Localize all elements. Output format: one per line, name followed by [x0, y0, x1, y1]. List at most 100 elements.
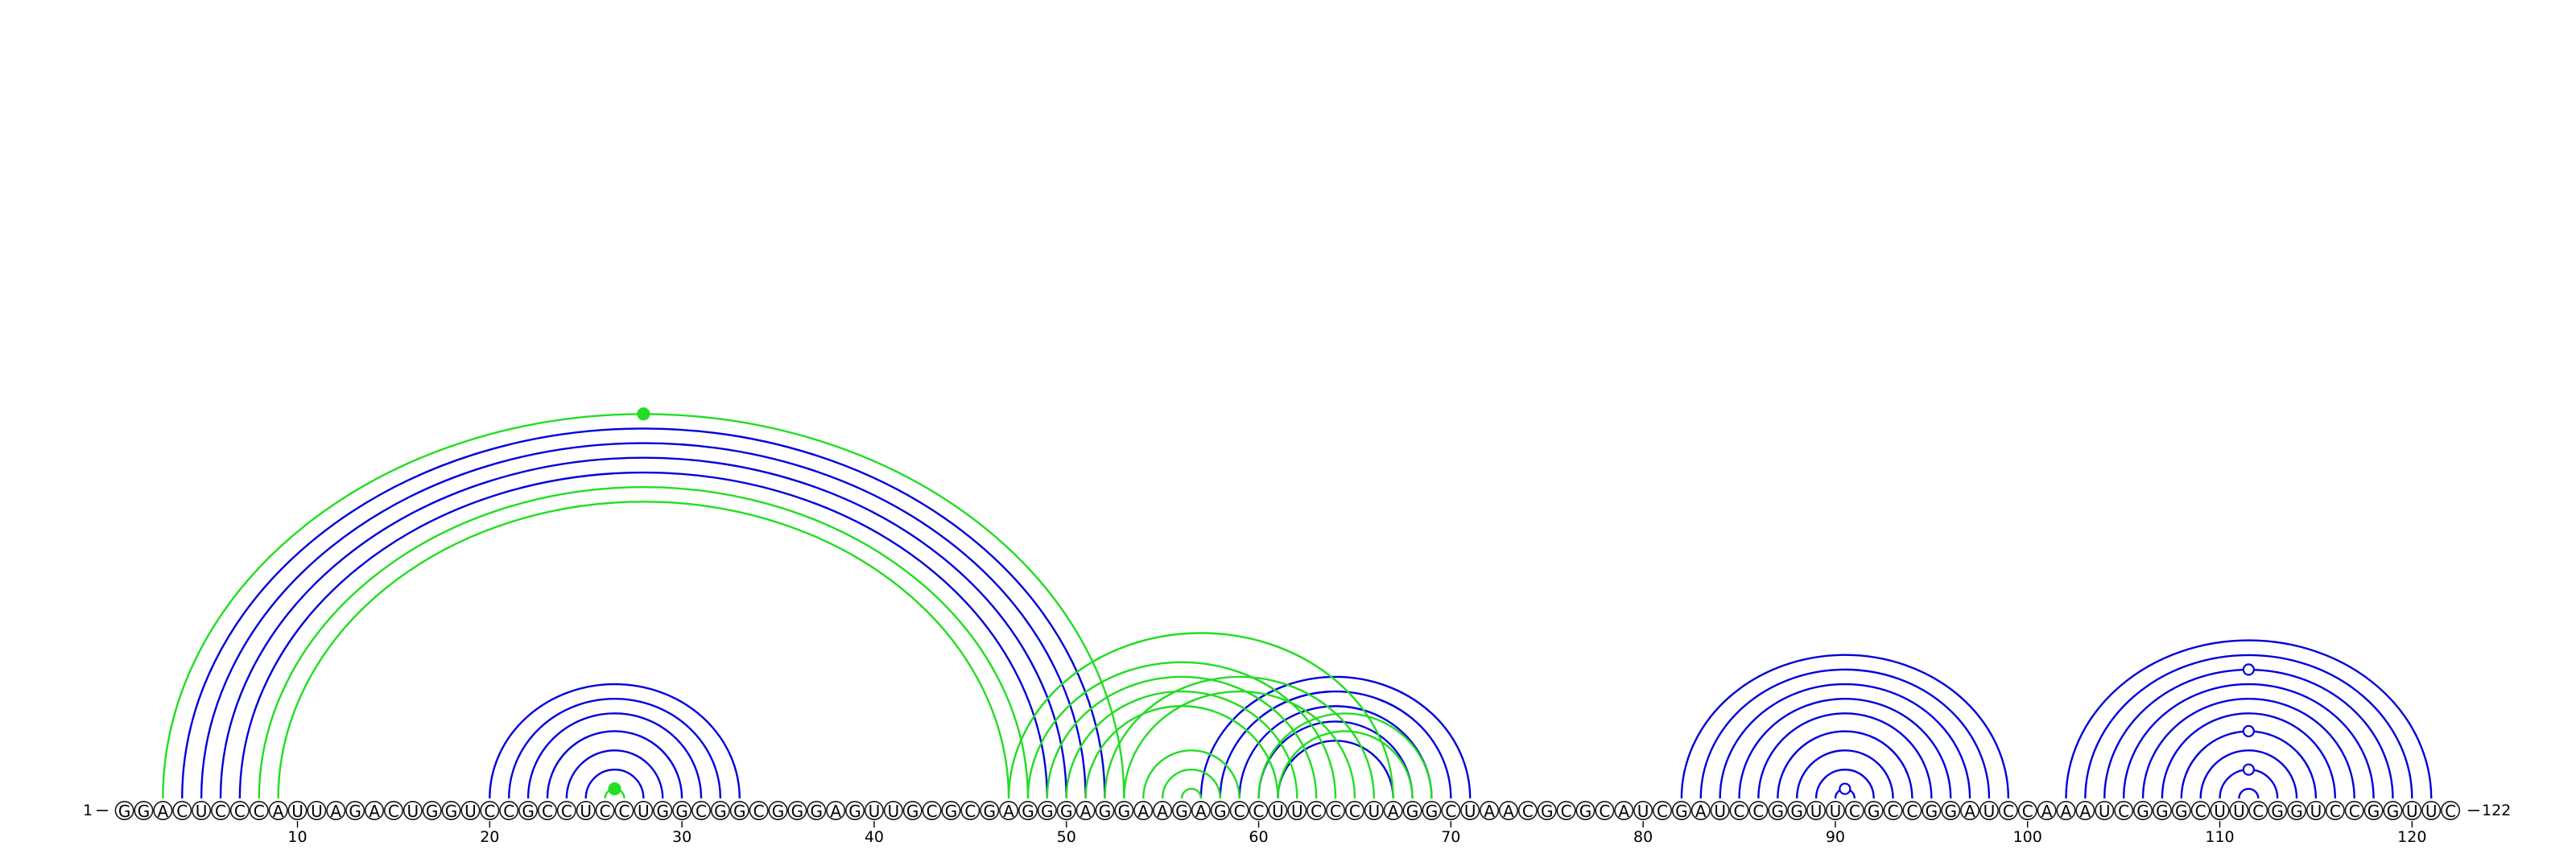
- arc-blue-111-112: [2238, 787, 2260, 799]
- nucleotide-86: C: [1748, 800, 1769, 821]
- nucleotide-circle: [576, 800, 596, 820]
- nucleotide-121: U: [2421, 800, 2442, 821]
- nucleotide-circle: [1960, 800, 1980, 820]
- nucleotide-circle: [729, 800, 749, 820]
- nucleotide-circle: [249, 800, 269, 820]
- nucleotide-20: C: [480, 800, 500, 821]
- nucleotide-circle: [1575, 800, 1596, 820]
- nucleotide-letter: G: [2156, 802, 2169, 821]
- nucleotide-letter: U: [311, 802, 323, 821]
- nucleotide-letter: C: [1445, 802, 1456, 821]
- nucleotide-circle: [2402, 800, 2422, 820]
- nucleotide-letter: U: [638, 802, 650, 821]
- nucleotide-letter: G: [1041, 802, 1054, 821]
- nucleotide-letter: G: [1790, 802, 1803, 821]
- nucleotide-letter: G: [1099, 802, 1112, 821]
- nucleotide-letter: C: [542, 802, 553, 821]
- nucleotide-letter: C: [561, 802, 572, 821]
- nucleotide-letter: U: [1984, 802, 1996, 821]
- nucleotide-letter: C: [2349, 802, 2360, 821]
- nucleotide-letter: C: [618, 802, 630, 821]
- nucleotide-letter: G: [445, 802, 458, 821]
- nucleotide-99: C: [1998, 800, 2018, 821]
- nucleotide-circle: [537, 800, 557, 820]
- nucleotide-circle: [229, 800, 250, 820]
- arc-blue-86-95: [1757, 712, 1933, 799]
- nucleotide-45: C: [960, 800, 980, 821]
- arc-blue-87-94: [1777, 730, 1913, 799]
- arc-green-52-66: [1104, 675, 1375, 799]
- arc-green-50-62: [1065, 690, 1298, 799]
- nucleotide-letter: U: [887, 802, 899, 821]
- nucleotide-letter: U: [464, 802, 477, 821]
- nucleotide-letter: C: [503, 802, 514, 821]
- nucleotide-3: A: [153, 800, 173, 821]
- arc-blue-7-49: [238, 471, 1049, 799]
- nucleotide-31: C: [691, 800, 711, 821]
- nucleotide-letter: G: [1214, 802, 1227, 821]
- nucleotide-circle: [2075, 800, 2095, 820]
- nucleotide-79: A: [1614, 800, 1634, 821]
- nucleotide-circle: [1364, 800, 1384, 820]
- nucleotide-98: U: [1979, 800, 1999, 821]
- nucleotide-letter: U: [196, 802, 208, 821]
- nucleotide-circle: [210, 800, 230, 820]
- nucleotide-circle: [1998, 800, 2018, 820]
- nucleotide-15: C: [383, 800, 403, 821]
- nucleotide-circle: [2441, 800, 2461, 820]
- nucleotide-letter: G: [906, 802, 919, 821]
- nucleotide-letter: C: [1849, 802, 1860, 821]
- nucleotide-22: G: [518, 800, 539, 821]
- nucleotide-circle: [2152, 800, 2172, 820]
- arc-blue-57-71: [1199, 675, 1472, 799]
- nucleotide-102: A: [2056, 800, 2076, 821]
- nucleotide-122: C: [2441, 800, 2461, 821]
- nucleotide-84: U: [1710, 800, 1730, 821]
- nucleotide-letter: G: [1675, 802, 1688, 821]
- arc-blue-20-33: [489, 683, 741, 799]
- nucleotide-letter: G: [1944, 802, 1957, 821]
- nucleotide-letter: G: [349, 802, 361, 821]
- nucleotide-68: G: [1402, 800, 1422, 821]
- nucleotide-6: C: [210, 800, 230, 821]
- arc-blue-109-114: [2199, 749, 2298, 799]
- nucleotide-72: A: [1480, 800, 1500, 821]
- nucleotide-letter: G: [426, 802, 439, 821]
- nucleotide-circle: [1633, 800, 1653, 820]
- nucleotide-circle: [653, 800, 673, 820]
- nucleotide-letter: U: [1368, 802, 1380, 821]
- nucleotide-letter: G: [1772, 802, 1785, 821]
- arc-green-56-57: [1180, 787, 1203, 799]
- nucleotide-33: G: [729, 800, 749, 821]
- nucleotide-letter: C: [2445, 802, 2456, 821]
- arc-blue-23-30: [546, 730, 683, 799]
- nucleotide-letter: C: [1599, 802, 1610, 821]
- nucleotide-letter: G: [1426, 802, 1439, 821]
- nucleotide-letter: U: [1291, 802, 1303, 821]
- nucleotide-circle: [2037, 800, 2057, 820]
- arc-blue-22-31: [526, 712, 703, 799]
- nucleotide-circle: [1768, 800, 1788, 820]
- nucleotide-38: A: [826, 800, 846, 821]
- nucleotide-letter: U: [2099, 802, 2111, 821]
- nucleotide-55: A: [1153, 800, 1173, 821]
- nucleotide-19: U: [460, 800, 481, 821]
- arc-blue-24-29: [565, 749, 664, 799]
- nucleotide-58: G: [1210, 800, 1230, 821]
- nucleotide-letter: G: [1406, 802, 1419, 821]
- nucleotide-54: A: [1133, 800, 1154, 821]
- nucleotide-circle: [749, 800, 769, 820]
- nucleotide-21: C: [499, 800, 519, 821]
- nucleotide-letter: G: [118, 802, 131, 821]
- nucleotide-circle: [2056, 800, 2076, 820]
- nucleotide-circle: [402, 800, 423, 820]
- tick-label-80: 80: [1633, 828, 1653, 846]
- nucleotide-circle: [1902, 800, 1922, 820]
- tick-label-90: 90: [1826, 828, 1845, 846]
- nucleotide-circle: [1056, 800, 1076, 820]
- arc-marker-26-27: [608, 782, 621, 796]
- arc-blue-102-121: [2065, 639, 2433, 799]
- nucleotide-circle: [2268, 800, 2288, 820]
- nucleotide-letter: A: [158, 802, 169, 821]
